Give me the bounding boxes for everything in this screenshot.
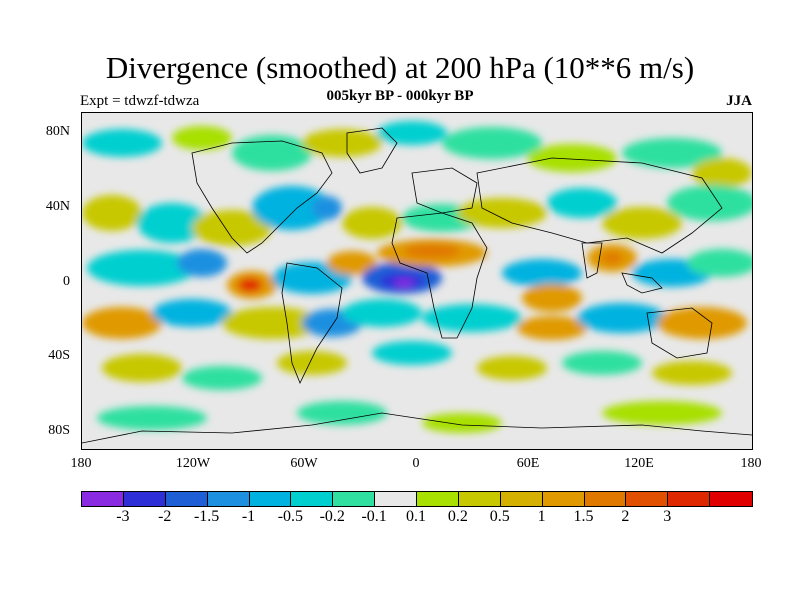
colorbar-box: [249, 492, 292, 506]
colorbar-label: 1: [537, 508, 546, 525]
lon-tick-180e: 180: [740, 456, 762, 471]
colorbar-label: -1: [241, 508, 256, 525]
lat-tick-80n: 80N: [45, 124, 70, 139]
colorbar-box: [458, 492, 501, 506]
colorbar: [81, 491, 753, 507]
colorbar-label: -0.1: [361, 508, 387, 525]
colorbar-box: [123, 492, 166, 506]
colorbar-label: 2: [621, 508, 630, 525]
lat-tick-40s: 40S: [48, 348, 70, 363]
lat-tick-0: 0: [63, 274, 70, 289]
divergence-field: [82, 121, 752, 433]
colorbar-label: 0.1: [406, 508, 426, 525]
colorbar-label: -1.5: [193, 508, 220, 525]
divergence-map: [81, 112, 753, 450]
experiment-label: Expt = tdwzf-tdwza: [80, 93, 200, 109]
lat-tick-40n: 40N: [45, 199, 70, 214]
colorbar-label: 0.2: [447, 508, 468, 525]
lon-tick-60e: 60E: [516, 456, 540, 471]
colorbar-box: [165, 492, 208, 506]
colorbar-box: [584, 492, 627, 506]
colorbar-label: 1.5: [573, 508, 594, 525]
lon-tick-60w: 60W: [290, 456, 318, 471]
colorbar-box: [500, 492, 543, 506]
colorbar-box: [207, 492, 250, 506]
colorbar-box: [626, 492, 669, 506]
colorbar-label: -0.5: [277, 508, 304, 525]
map-canvas: [82, 113, 752, 449]
lon-tick-120e: 120E: [624, 456, 654, 471]
colorbar-box: [668, 492, 711, 506]
map-title: Divergence (smoothed) at 200 hPa (10**6 …: [105, 50, 695, 85]
colorbar-box: [417, 492, 459, 506]
colorbar-box: [375, 492, 417, 506]
lon-tick-0: 0: [412, 456, 420, 471]
map-subtitle: 005kyr BP - 000kyr BP: [326, 88, 474, 104]
colorbar-box: [82, 492, 124, 506]
season-label: JJA: [726, 93, 752, 109]
colorbar-label: 3: [663, 508, 672, 525]
colorbar-label: 0.5: [489, 508, 510, 525]
colorbar-label: -0.2: [319, 508, 345, 525]
lat-tick-80s: 80S: [48, 423, 70, 438]
lon-tick-180w: 180: [70, 456, 92, 471]
colorbar-label: -2: [158, 508, 172, 525]
coastlines: [82, 127, 752, 444]
colorbar-box: [710, 492, 752, 506]
colorbar-label: -3: [116, 508, 130, 525]
colorbar-box: [333, 492, 376, 506]
colorbar-box: [291, 492, 334, 506]
lon-tick-120w: 120W: [175, 456, 211, 471]
colorbar-box: [542, 492, 585, 506]
